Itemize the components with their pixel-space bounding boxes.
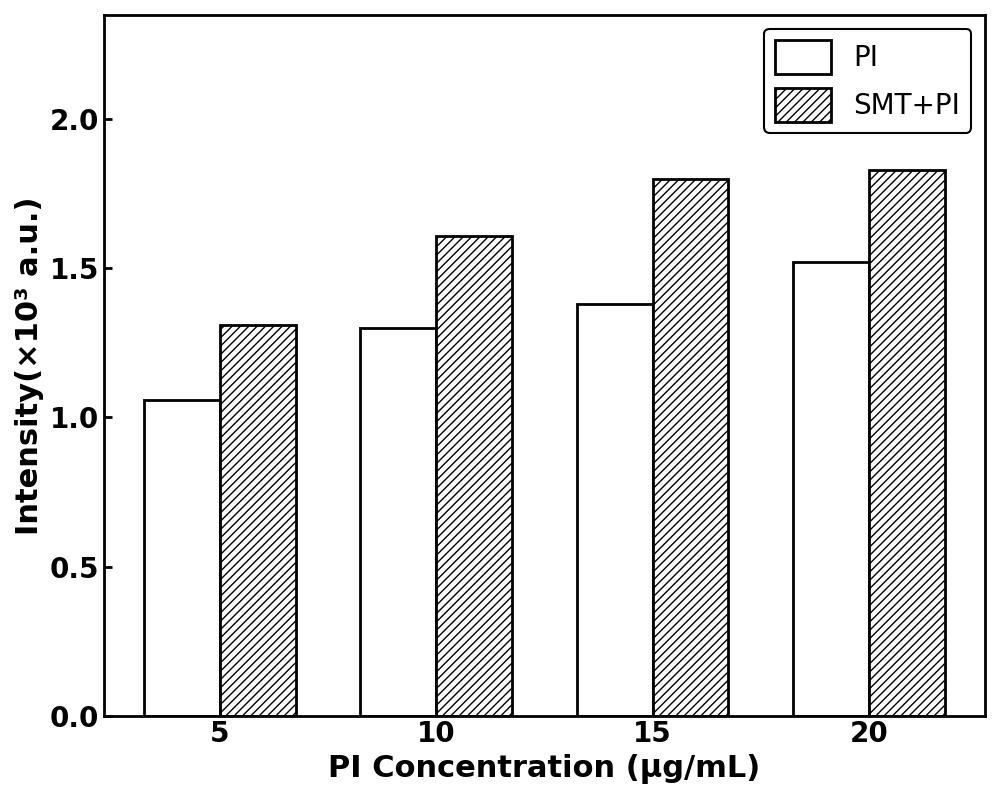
Bar [577,304,653,716]
Bar [653,179,728,716]
Bar [144,400,220,716]
Bar [869,170,945,716]
Y-axis label: Intensity(×10³ a.u.): Intensity(×10³ a.u.) [15,196,44,535]
Legend: PI, SMT+PI: PI, SMT+PI [764,29,971,133]
Bar [360,328,436,716]
Bar [436,236,512,716]
Bar [793,262,869,716]
X-axis label: PI Concentration (μg/mL): PI Concentration (μg/mL) [328,754,761,784]
Bar [220,325,296,716]
